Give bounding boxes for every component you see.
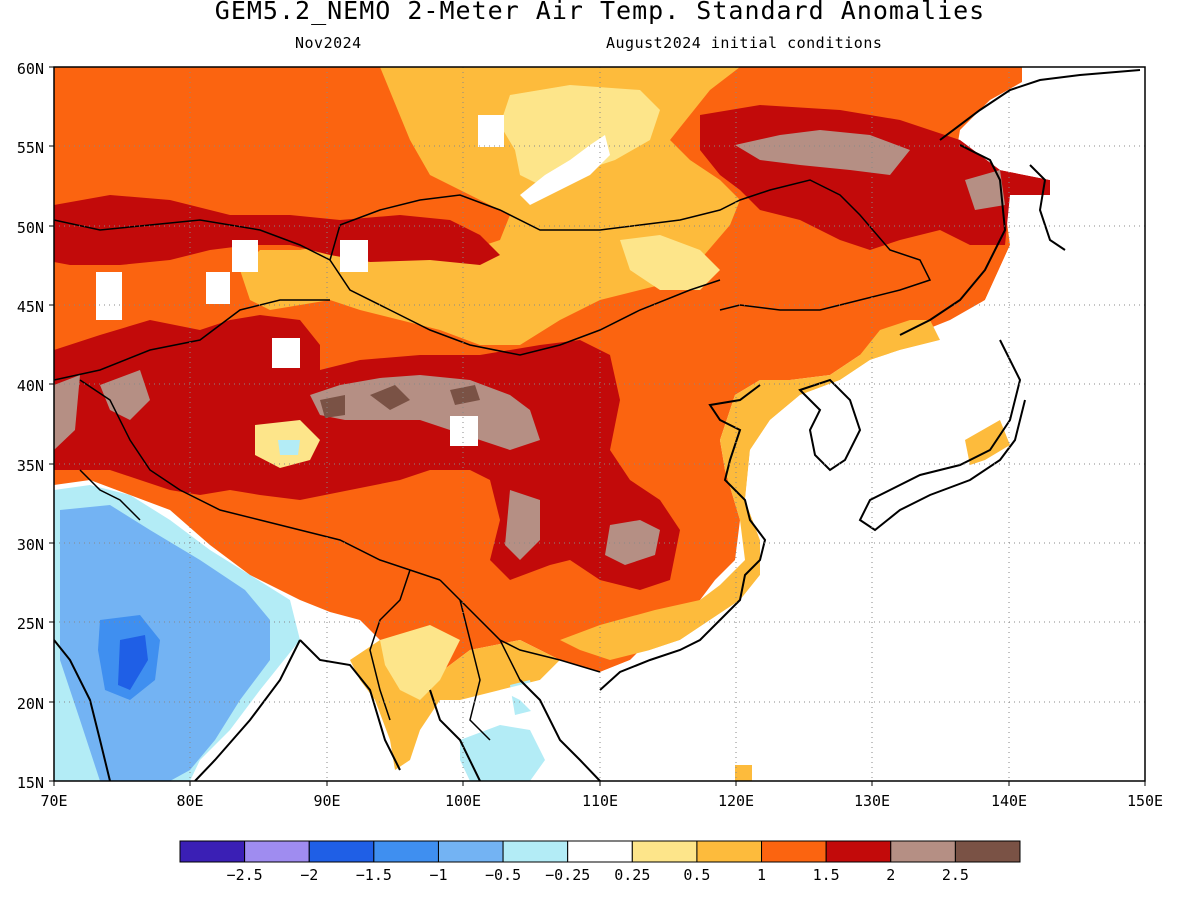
anomaly-region-taupe [735, 130, 910, 175]
lon-ticks [53, 781, 1146, 786]
anomaly-region-paleblue [60, 505, 270, 781]
lake-mask [96, 272, 122, 320]
anomaly-region-darkbrown [320, 395, 345, 418]
legend-swatch [373, 840, 439, 863]
lake-mask [450, 416, 478, 446]
border-mongolia [329, 179, 932, 356]
lat-labels: 15N 20N 25N 30N 35N 40N 45N 50N 55N 60N [17, 60, 44, 792]
legend-label: −0.5 [485, 866, 521, 884]
legend-label: 2 [886, 866, 895, 884]
anomaly-region-yellow [380, 625, 460, 700]
lake-mask [272, 338, 300, 368]
lat-label: 45N [17, 298, 44, 316]
anomaly-region-taupe [54, 375, 80, 450]
lake-mask [232, 240, 258, 272]
legend-swatch [308, 840, 375, 863]
gridlines [54, 67, 1145, 781]
legend-swatch [567, 840, 633, 863]
legend-swatch [825, 840, 892, 863]
lon-label: 150E [1127, 792, 1163, 810]
lon-label: 110E [582, 792, 618, 810]
legend-swatch [244, 840, 310, 863]
legend-swatch [761, 840, 827, 863]
hot-spot [278, 440, 300, 455]
legend-label: 1.5 [813, 866, 840, 884]
lake-mask [340, 240, 368, 272]
coastline-sakhalin [1029, 164, 1066, 251]
lon-label: 90E [313, 792, 340, 810]
anomaly-region-taupe [605, 520, 660, 565]
anomaly-region-taupe [100, 370, 150, 420]
border-himalaya [79, 379, 441, 581]
lon-label: 130E [854, 792, 890, 810]
lat-label: 20N [17, 695, 44, 713]
lat-label: 60N [17, 60, 44, 78]
anomaly-field [54, 67, 1145, 781]
initial-conditions: August2024 initial conditions [606, 34, 883, 52]
anomaly-region-taupe [505, 490, 540, 560]
coastline-japan [858, 339, 1026, 532]
anomaly-region-yellow [500, 85, 660, 185]
legend-label: 0.5 [683, 866, 710, 884]
border-kazakhstan [54, 219, 331, 381]
legend-label: 2.5 [942, 866, 969, 884]
lake-mask [478, 115, 504, 147]
lake-mask [206, 272, 230, 304]
legend-label: −2.5 [227, 866, 263, 884]
lon-labels: 70E 80E 90E 100E 110E 120E 130E 140E 150… [40, 792, 1163, 810]
legend-swatch [502, 840, 569, 863]
lat-label: 30N [17, 536, 44, 554]
legend-swatch [179, 840, 246, 863]
lat-label: 40N [17, 377, 44, 395]
anomaly-region-taupe [310, 375, 540, 450]
coastline-korea [798, 378, 862, 472]
map-title: GEM5.2_NEMO 2-Meter Air Temp. Standard A… [214, 0, 986, 25]
lon-label: 140E [991, 792, 1027, 810]
lat-label: 15N [17, 774, 44, 792]
anomaly-region-yellow [620, 235, 720, 290]
lat-label: 35N [17, 457, 44, 475]
legend-label: −2 [300, 866, 318, 884]
border-indochina [459, 599, 541, 741]
lat-ticks [49, 66, 54, 782]
coastline-russia-east [899, 69, 1141, 336]
lake-mask [520, 135, 610, 205]
legend-label: 0.25 [614, 866, 650, 884]
forecast-month: Nov2024 [295, 34, 362, 52]
legend-label: −1 [429, 866, 447, 884]
lat-label: 50N [17, 219, 44, 237]
legend-label: 1 [757, 866, 766, 884]
lat-label: 25N [17, 615, 44, 633]
legend-swatch [890, 840, 956, 863]
lon-label: 120E [718, 792, 754, 810]
anomaly-region-neutral [500, 67, 1145, 781]
legend-swatch [631, 840, 698, 863]
anomaly-region-lightcyan [460, 725, 545, 781]
anomaly-region-gold [965, 420, 1010, 465]
anomaly-region-darkbrown [450, 385, 480, 405]
lon-label: 70E [40, 792, 67, 810]
anomaly-region-taupe [965, 170, 1005, 210]
border-myanmar [369, 569, 411, 721]
anomaly-region-darkbrown [370, 385, 410, 410]
anomaly-region-gold [735, 765, 752, 781]
anomaly-region-gold [560, 320, 940, 660]
anomaly-region-red [54, 195, 500, 265]
legend-swatch [696, 840, 763, 863]
legend-swatch [437, 840, 504, 863]
borders [54, 69, 1141, 781]
coastline-india [54, 639, 301, 781]
lat-label: 55N [17, 139, 44, 157]
legend-swatch [954, 840, 1021, 863]
coastline-china [599, 384, 767, 691]
legend-label: −1.5 [356, 866, 392, 884]
anomaly-region-darkblue [118, 635, 148, 690]
lon-label: 80E [176, 792, 203, 810]
color-legend: −2.5 −2 −1.5 −1 −0.5 −0.25 0.25 0.5 1 1.5 2 2.5 [179, 840, 1021, 884]
lon-label: 100E [445, 792, 481, 810]
legend-label: −0.25 [545, 866, 590, 884]
